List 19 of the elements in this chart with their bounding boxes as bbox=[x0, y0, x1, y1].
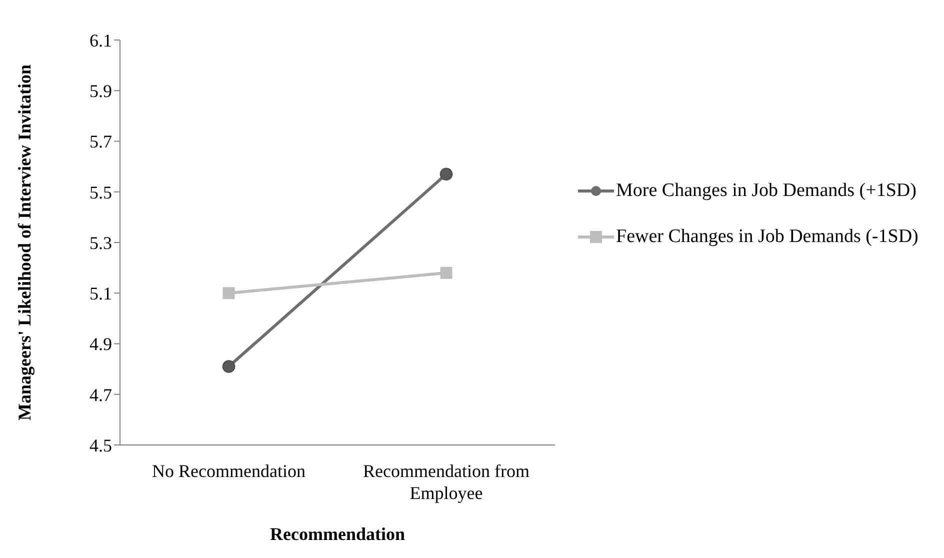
x-tick-label: No Recommendation bbox=[152, 461, 306, 481]
y-tick-label: 6.1 bbox=[90, 30, 112, 50]
point bbox=[440, 266, 452, 279]
y-tick-label: 5.9 bbox=[90, 81, 112, 102]
y-tick-label: 4.5 bbox=[90, 435, 112, 456]
point bbox=[222, 287, 235, 300]
legend-label: Fewer Changes in Job Demands (-1SD) bbox=[616, 226, 918, 248]
y-tick-label: 5.3 bbox=[90, 232, 112, 253]
point bbox=[222, 360, 236, 373]
y-tick-label: 5.1 bbox=[90, 284, 112, 304]
y-tick-label: 5.7 bbox=[90, 132, 112, 152]
y-axis-title: Manageers' Likelihood of Interview Invitation bbox=[14, 64, 34, 420]
point bbox=[440, 168, 453, 181]
y-tick-label: 5.5 bbox=[90, 182, 112, 202]
y-tick-label: 4.7 bbox=[90, 384, 112, 405]
legend-label: More Changes in Job Demands (+1SD) bbox=[616, 180, 916, 202]
x-axis-title: Recommendation bbox=[270, 524, 405, 544]
y-tick-label: 4.9 bbox=[90, 334, 112, 354]
x-tick-label: Recommendation from Employee bbox=[363, 461, 530, 503]
